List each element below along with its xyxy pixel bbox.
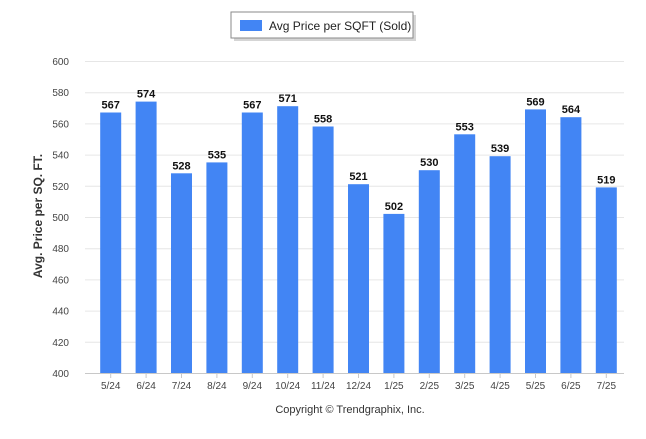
bar (383, 213, 405, 373)
x-tick-label: 3/25 (455, 381, 475, 392)
x-tick-label: 10/24 (275, 381, 300, 392)
x-tick-label: 7/25 (597, 381, 617, 392)
y-tick-label: 480 (52, 244, 69, 255)
bar (489, 156, 511, 373)
bar (100, 112, 122, 373)
data-label: 521 (349, 171, 367, 183)
bar (525, 109, 546, 374)
data-labels: 567 574 528 535 567 571 558 521 502 530 553 539 569 5… (102, 89, 616, 213)
data-label: 528 (172, 160, 190, 172)
data-label: 530 (420, 157, 438, 169)
bars (100, 101, 617, 374)
x-tick-label: 6/24 (136, 381, 156, 392)
x-tick-label: 12/24 (346, 381, 371, 392)
y-axis-title: Avg. Price per SQ. FT. (31, 154, 45, 278)
x-tick-label: 5/25 (526, 381, 546, 392)
data-label: 519 (597, 174, 615, 186)
bar (454, 134, 476, 373)
bar (171, 173, 192, 373)
y-tick-label: 580 (52, 88, 69, 99)
bar (595, 187, 617, 373)
legend-label: Avg Price per SQFT (Sold) (269, 19, 411, 33)
y-tick-label: 520 (52, 182, 69, 193)
x-tick-label: 5/24 (101, 381, 121, 392)
legend-swatch (240, 20, 262, 31)
data-label: 502 (385, 201, 403, 213)
copyright-text: Copyright © Trendgraphix, Inc. (275, 404, 424, 416)
y-tick-label: 560 (52, 119, 69, 130)
data-label: 574 (137, 89, 156, 101)
bar (560, 117, 582, 373)
y-tick-label: 600 (52, 57, 69, 68)
data-label: 553 (456, 121, 474, 133)
bar (312, 126, 334, 373)
bar (418, 170, 440, 373)
x-tick-label: 8/24 (207, 381, 227, 392)
y-tick-label: 400 (52, 369, 69, 380)
x-tick-label: 6/25 (561, 381, 581, 392)
y-tick-label: 540 (52, 151, 69, 162)
data-label: 567 (243, 100, 261, 112)
x-axis-ticks: 5/24 6/24 7/24 8/24 9/24 10/24 11/24 12/24 1/25 2… (101, 373, 617, 392)
bar (135, 101, 157, 373)
y-tick-label: 440 (52, 307, 69, 318)
data-label: 567 (102, 100, 120, 112)
x-tick-label: 11/24 (311, 381, 336, 392)
bar (277, 106, 299, 373)
y-tick-label: 460 (52, 275, 69, 286)
bar (241, 112, 263, 373)
y-tick-label: 420 (52, 338, 69, 349)
y-tick-label: 500 (52, 213, 69, 224)
data-label: 571 (279, 93, 297, 105)
bar (206, 162, 228, 373)
x-tick-label: 2/25 (420, 381, 440, 392)
data-label: 539 (491, 143, 509, 155)
x-tick-label: 9/24 (243, 381, 263, 392)
data-label: 558 (314, 114, 332, 126)
data-label: 535 (208, 149, 226, 161)
legend: Avg Price per SQFT (Sold) (230, 11, 416, 41)
x-tick-label: 1/25 (384, 381, 404, 392)
bar (348, 184, 369, 373)
data-label: 569 (526, 96, 544, 108)
x-tick-label: 7/24 (172, 381, 192, 392)
data-label: 564 (562, 104, 581, 116)
y-axis-ticks: 400 420 440 460 480 500 520 540 560 580 600 (52, 57, 69, 380)
x-tick-label: 4/25 (490, 381, 510, 392)
